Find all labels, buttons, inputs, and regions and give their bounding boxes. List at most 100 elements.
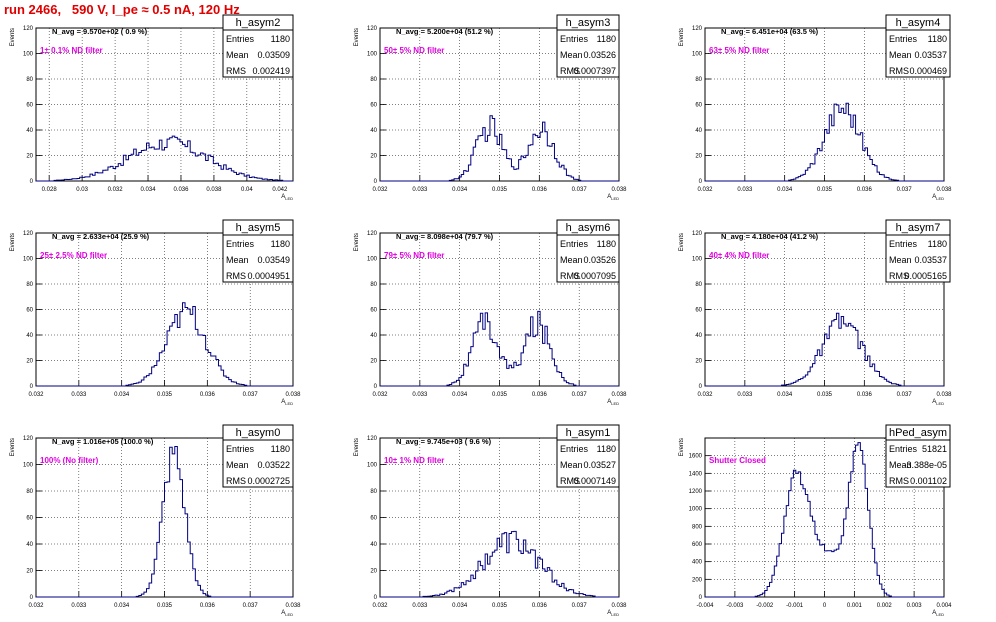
histogram-line (36, 136, 293, 181)
filter-label: 100% (No filter) (40, 456, 99, 465)
x-tick-label: 0.032 (697, 187, 713, 193)
stats-value: 0.0005165 (904, 271, 947, 281)
stats-value: 0.03522 (257, 460, 290, 470)
stats-value: 1180 (597, 34, 616, 44)
y-tick-label: 1200 (689, 489, 703, 495)
x-tick-label: 0.035 (157, 603, 173, 609)
stats-value: 0.03526 (583, 255, 616, 265)
stats-value: 0.03537 (914, 50, 947, 60)
x-tick-label: 0.034 (452, 603, 468, 609)
y-tick-label: 80 (26, 282, 33, 288)
x-tick-label: 0.036 (532, 187, 548, 193)
y-axis-label: Events (10, 28, 16, 46)
x-tick-label: 0.037 (572, 187, 588, 193)
stats-title: h_asym5 (236, 222, 281, 234)
filter-label: 79± 5% ND filter (384, 251, 444, 260)
y-tick-label: 1000 (689, 507, 703, 513)
y-tick-label: 60 (370, 308, 377, 314)
filter-label: 40± 4% ND filter (709, 251, 769, 260)
stats-key: Entries (226, 239, 255, 249)
x-tick-label: 0.001 (847, 603, 863, 609)
x-tick-label: 0.036 (857, 187, 873, 193)
navg-label: N_avg = 9.570e+02 ( 0.9 %) (52, 27, 148, 36)
y-tick-label: 120 (367, 231, 378, 237)
y-tick-label: 100 (23, 52, 34, 58)
filter-label: Shutter Closed (709, 456, 766, 465)
y-tick-label: 120 (23, 436, 34, 442)
x-tick-label: 0.035 (817, 187, 833, 193)
x-tick-label: 0.035 (492, 392, 508, 398)
stats-value: 1180 (928, 34, 947, 44)
x-tick-label: -0.002 (756, 603, 774, 609)
stats-title: h_asym2 (236, 17, 281, 29)
y-tick-label: 100 (23, 463, 34, 469)
pad-h_asym3: 0.032 0.033 0.034 0.035 0.036 0.037 0.03802040… (354, 15, 627, 201)
y-axis-label: Events (679, 233, 685, 251)
y-tick-label: 100 (692, 52, 703, 58)
filter-label: 50± 5% ND filter (384, 46, 444, 55)
stats-value: 1180 (597, 444, 616, 454)
y-tick-label: 0 (30, 384, 34, 390)
y-tick-label: 200 (692, 577, 703, 583)
y-tick-label: 60 (695, 308, 702, 314)
y-tick-label: 60 (695, 103, 702, 109)
stats-key: RMS (226, 271, 246, 281)
stats-key: Entries (560, 239, 589, 249)
pad-h_asym2: 0.028 0.03 0.032 0.034 0.036 0.038 0.04 0.042 0 2… (10, 15, 293, 201)
x-tick-label: 0.033 (412, 603, 428, 609)
y-tick-label: 100 (367, 257, 378, 263)
y-tick-label: 0 (30, 595, 34, 601)
stats-key: Mean (889, 50, 912, 60)
y-axis-label: Events (679, 28, 685, 46)
x-tick-label: 0.028 (42, 187, 58, 193)
y-tick-label: 120 (367, 436, 378, 442)
y-tick-label: 60 (26, 308, 33, 314)
stats-key: Entries (889, 239, 918, 249)
stats-key: Entries (560, 444, 589, 454)
filter-label: 25± 2.5% ND filter (40, 251, 107, 260)
y-tick-label: 40 (26, 542, 33, 548)
x-tick-label: 0.034 (141, 187, 157, 193)
y-tick-label: 80 (695, 282, 702, 288)
y-tick-label: 20 (26, 154, 33, 160)
stats-key: Entries (889, 34, 918, 44)
x-tick-label: 0.033 (412, 392, 428, 398)
x-tick-label: 0.033 (71, 603, 87, 609)
x-tick-label: 0.034 (777, 187, 793, 193)
x-axis-label: ALED (281, 194, 293, 201)
y-tick-label: 1400 (689, 471, 703, 477)
navg-label: N_avg = 2.633e+04 (25.9 %) (52, 232, 150, 241)
stats-key: RMS (889, 476, 909, 486)
x-tick-label: 0.038 (936, 187, 952, 193)
navg-label: N_avg = 8.098e+04 (79.7 %) (396, 232, 494, 241)
stats-title: h_asym7 (896, 222, 941, 234)
y-tick-label: 100 (367, 52, 378, 58)
x-tick-label: 0.034 (114, 603, 130, 609)
x-tick-label: 0.033 (71, 392, 87, 398)
stats-value: 0.03509 (257, 50, 290, 60)
y-tick-label: 0 (30, 179, 34, 185)
pad-h_asym5: 0.032 0.033 0.034 0.035 0.036 0.037 0.03802040… (10, 220, 301, 406)
x-tick-label: 0.004 (936, 603, 952, 609)
stats-value: 0.0002725 (247, 476, 290, 486)
x-tick-label: 0.033 (412, 187, 428, 193)
y-tick-label: 0 (374, 595, 378, 601)
y-tick-label: 20 (695, 359, 702, 365)
pad-h_asym7: 0.032 0.033 0.034 0.035 0.036 0.037 0.038 0 20 40… (679, 220, 952, 406)
navg-label: N_avg = 6.451e+04 (63.5 %) (721, 27, 819, 36)
x-tick-label: 0.037 (897, 392, 913, 398)
y-tick-label: 20 (370, 569, 377, 575)
x-axis-label: ALED (932, 610, 944, 617)
x-tick-label: 0.036 (200, 392, 216, 398)
y-tick-label: 60 (370, 516, 377, 522)
y-tick-label: 20 (695, 154, 702, 160)
y-tick-label: 60 (26, 103, 33, 109)
stats-value: 0.03527 (583, 460, 616, 470)
stats-value: 0.03537 (914, 255, 947, 265)
x-tick-label: 0.036 (532, 603, 548, 609)
y-tick-label: 120 (23, 231, 34, 237)
y-tick-label: 0 (374, 384, 378, 390)
x-tick-label: 0.037 (897, 187, 913, 193)
pad-h_asym4: 0.032 0.033 0.034 0.035 0.036 0.037 0.038 0 20 40… (679, 15, 952, 201)
x-axis-label: ALED (932, 399, 944, 406)
